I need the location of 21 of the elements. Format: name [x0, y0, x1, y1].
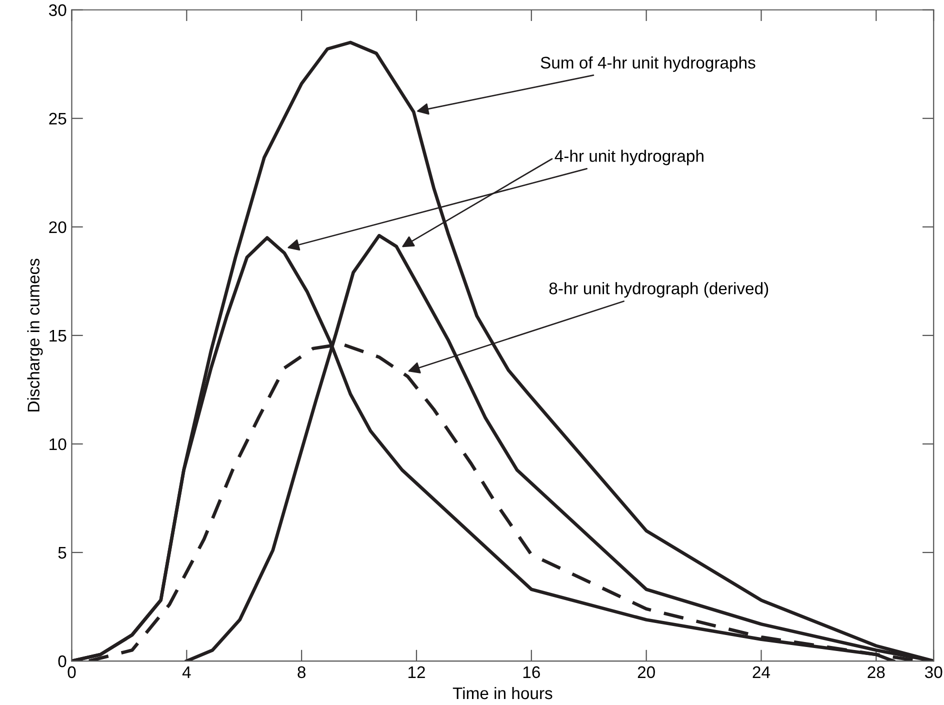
x-axis-title: Time in hours — [452, 686, 552, 700]
y-tick-label: 15 — [50, 330, 66, 342]
x-tick-label: 30 — [924, 666, 942, 678]
annotation: 8-hr unit hydrograph (derived) — [549, 282, 768, 298]
x-tick-label: 0 — [68, 666, 76, 678]
x-tick-label: 4 — [182, 666, 191, 678]
y-tick-label: 0 — [58, 655, 66, 668]
x-tick-label: 24 — [752, 666, 770, 678]
x-tick-label: 8 — [298, 666, 306, 678]
y-tick-label: 30 — [48, 4, 66, 16]
y-axis-title: Discharge in cumecs — [27, 258, 43, 412]
y-tick-label: 20 — [49, 221, 66, 234]
x-tick-label: 16 — [523, 666, 540, 678]
y-tick-label: 5 — [58, 547, 66, 559]
x-tick-label: 20 — [638, 666, 655, 678]
y-tick-label: 25 — [49, 112, 66, 125]
y-tick-label: 10 — [50, 438, 66, 450]
annotation: Sum of 4-hr unit hydrographs — [540, 56, 756, 72]
annotation: 4-hr unit hydrograph — [554, 150, 704, 166]
x-tick-label: 28 — [868, 666, 885, 678]
x-tick-label: 12 — [408, 666, 425, 678]
